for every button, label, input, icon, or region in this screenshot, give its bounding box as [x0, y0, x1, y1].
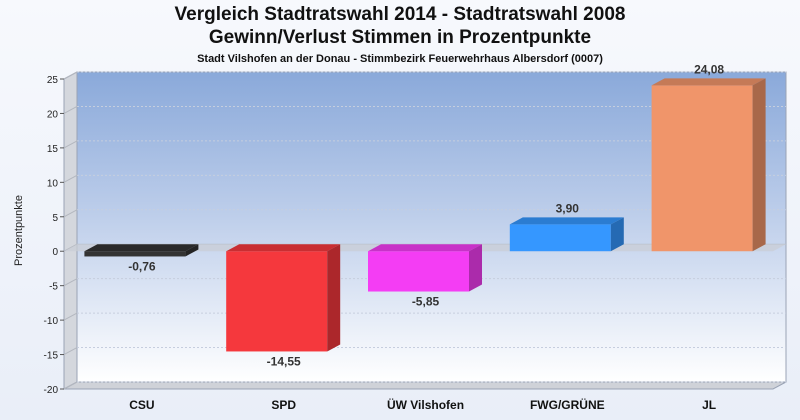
gridline-wall	[63, 209, 78, 218]
x-tick-label: JL	[702, 398, 716, 412]
data-label: -5,85	[412, 295, 440, 309]
gridline-wall	[63, 71, 78, 80]
y-tick-label: 15	[47, 144, 59, 155]
chart-title: Vergleich Stadtratswahl 2014 - Stadtrats…	[174, 4, 626, 25]
bar-side	[327, 244, 341, 352]
gridline-wall	[63, 347, 78, 355]
bar-top	[651, 78, 766, 86]
x-tick-label: FWG/GRÜNE	[530, 397, 605, 412]
bar-front	[368, 251, 469, 292]
bar-1	[226, 244, 341, 352]
bar-front	[84, 251, 186, 257]
bar-top	[226, 244, 341, 252]
y-axis-label: Prozentpunkte	[13, 195, 25, 266]
plot-left-wall	[63, 71, 78, 390]
bar-front	[651, 85, 753, 252]
gridline-wall	[63, 140, 78, 149]
chart-subtitle: Gewinn/Verlust Stimmen in Prozentpunkte	[208, 27, 592, 48]
gridline-wall	[63, 278, 78, 287]
data-label: -0,76	[128, 259, 156, 273]
x-tick-label: SPD	[271, 398, 296, 412]
gridline-wall	[63, 174, 78, 183]
y-tick-label: -5	[49, 282, 58, 293]
bar-top	[368, 244, 482, 252]
y-tick-label: 0	[52, 247, 58, 258]
gridline-wall	[63, 106, 78, 114]
bar-top	[84, 244, 199, 252]
bar-4	[651, 78, 766, 252]
bar-side	[610, 217, 624, 252]
data-label: 3,90	[556, 201, 580, 215]
plot-floor	[63, 381, 787, 390]
bar-0	[84, 244, 199, 257]
data-label: 24,08	[694, 62, 724, 76]
gridline-wall	[63, 312, 78, 321]
y-tick-label: 10	[47, 178, 59, 189]
bar-front	[509, 224, 611, 252]
bar-top	[509, 217, 624, 225]
y-tick-label: 25	[47, 75, 59, 86]
bar-front	[226, 251, 328, 352]
y-tick-label: 20	[47, 109, 59, 120]
chart-location-subtitle: Stadt Vilshofen an der Donau - Stimmbezi…	[197, 53, 603, 65]
bar-3	[509, 217, 624, 252]
data-label: -14,55	[267, 354, 301, 368]
x-tick-label: CSU	[129, 398, 154, 412]
y-tick-label: 5	[52, 213, 58, 224]
gridline-wall	[63, 381, 78, 390]
bar-side	[469, 244, 482, 292]
y-tick-label: -15	[44, 351, 59, 362]
x-tick-label: ÜW Vilshofen	[387, 397, 464, 412]
y-tick-label: -10	[44, 316, 59, 327]
bar-side	[185, 244, 199, 257]
y-tick-label: -20	[44, 385, 59, 396]
bar-2	[368, 244, 482, 292]
bar-side	[752, 78, 766, 252]
